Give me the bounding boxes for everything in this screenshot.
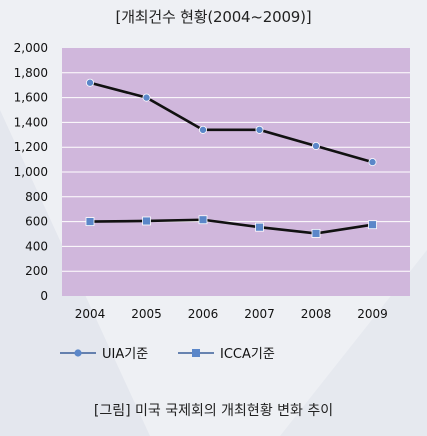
- data-point: [255, 222, 264, 232]
- y-tick-label: 1,200: [14, 140, 48, 154]
- y-tick-label: 0: [40, 289, 48, 303]
- x-axis-ticks: 2004 2005 2006 2007 2008 2009: [75, 307, 388, 321]
- y-tick-label: 200: [25, 264, 48, 278]
- y-tick-label: 1,800: [14, 66, 48, 80]
- series-layer: [85, 78, 377, 238]
- data-point: [311, 228, 321, 238]
- series-line-2: [89, 218, 373, 235]
- series-line-1: [89, 81, 373, 164]
- figure-caption: [그림] 미국 국제회의 개최현황 변화 추이: [93, 403, 334, 419]
- y-tick-label: 2,000: [14, 41, 48, 55]
- legend-label-1: UIA기준: [102, 347, 148, 362]
- x-tick-label: 2006: [188, 307, 219, 321]
- legend-marker-1: [74, 349, 82, 357]
- y-tick-label: 1,000: [14, 165, 48, 179]
- gridlines: [62, 72, 410, 272]
- legend: UIA기준 ICCA기준: [60, 347, 275, 362]
- data-point: [85, 217, 95, 227]
- data-point: [142, 93, 151, 102]
- data-point: [198, 125, 207, 134]
- data-point: [311, 141, 320, 150]
- x-tick-label: 2007: [244, 307, 275, 321]
- data-point: [142, 216, 151, 226]
- x-tick-label: 2005: [131, 307, 162, 321]
- data-point: [86, 78, 95, 87]
- chart-title: [개최건수 현황(2004~2009)]: [115, 8, 312, 26]
- x-tick-label: 2009: [357, 307, 388, 321]
- y-tick-label: 1,400: [14, 115, 48, 129]
- y-tick-label: 1,600: [14, 91, 48, 105]
- x-tick-label: 2004: [75, 307, 106, 321]
- legend-marker-2: [192, 349, 200, 357]
- x-tick-label: 2008: [301, 307, 332, 321]
- y-tick-label: 400: [25, 239, 48, 253]
- y-axis-ticks: 0 200 400 600 800 1,000 1,200 1,400 1,600 1,800 2,…: [14, 41, 48, 303]
- y-tick-label: 600: [25, 215, 48, 229]
- y-tick-label: 800: [25, 190, 48, 204]
- data-point: [198, 215, 208, 225]
- data-point: [255, 125, 264, 134]
- data-point: [368, 158, 377, 167]
- legend-label-2: ICCA기준: [220, 347, 275, 362]
- data-point: [368, 220, 377, 230]
